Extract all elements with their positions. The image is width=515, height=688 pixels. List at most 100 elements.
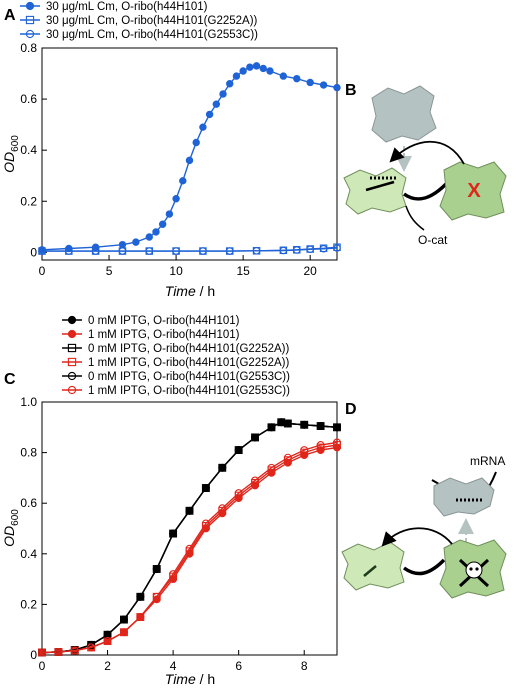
x-tick-label-c: 4 <box>170 659 177 673</box>
inhibit-x-mark: X <box>467 180 481 202</box>
y-tick-label-c: 0 <box>30 648 37 662</box>
data-point <box>218 504 227 513</box>
y-tick-label-c: 0.4 <box>20 547 37 561</box>
legend-marker <box>67 315 77 325</box>
data-point <box>232 72 241 80</box>
data-point <box>319 81 328 89</box>
data-point <box>145 247 154 255</box>
series-line <box>41 421 338 654</box>
data-point <box>333 83 341 92</box>
series-line <box>41 421 338 654</box>
data-point <box>185 544 194 553</box>
cell-right-b <box>439 161 507 221</box>
data-point <box>199 247 207 255</box>
diagram-b: O-cat X <box>343 85 507 247</box>
legend-label: 0 mM IPTG, O-ribo(h44H101) <box>88 315 240 327</box>
y-tick-label-a: 0 <box>30 245 37 259</box>
data-point <box>316 443 325 452</box>
legend-label: 1 mM IPTG, O-ribo(h44H101(G2553C)) <box>88 385 290 397</box>
plot-area-a <box>38 62 341 255</box>
data-point <box>54 648 63 656</box>
x-tick-label-a: 15 <box>236 264 250 278</box>
panel-label-c: C <box>4 371 16 388</box>
series-a-30-g-ml-cm-o-ribo-h44h101-g2553c <box>38 244 341 255</box>
legend-entry: 1 mM IPTG, O-ribo(h44H101) <box>62 329 240 341</box>
legend-label: 1 mM IPTG, O-ribo(h44H101(G2252A)) <box>88 357 289 369</box>
diagram-d: mRNA <box>341 454 507 599</box>
data-point <box>251 433 260 442</box>
panel-label-a: A <box>4 7 16 24</box>
series-a-30-g-ml-cm-o-ribo-h44h101 <box>38 62 341 254</box>
plot-area-c <box>38 418 341 657</box>
free-ribosome-d <box>433 477 495 517</box>
legend-marker <box>25 29 35 39</box>
data-point <box>283 419 292 428</box>
legend-marker <box>25 1 35 11</box>
y-tick-label-c: 0.6 <box>20 496 37 510</box>
data-point <box>293 246 301 254</box>
data-point <box>333 441 341 449</box>
data-point <box>169 529 178 538</box>
legend-marker <box>67 329 77 339</box>
data-point <box>65 247 73 255</box>
data-point <box>152 228 160 236</box>
y-axis-label-c: OD600 <box>1 509 21 547</box>
data-point <box>218 463 227 472</box>
data-point <box>300 420 309 429</box>
legend-entry: 30 μg/mL Cm, O-ribo(h44H101(G2252A)) <box>20 15 258 27</box>
connector-b <box>402 182 448 201</box>
legend-label: 1 mM IPTG, O-ribo(h44H101) <box>88 329 240 341</box>
data-point <box>118 240 127 249</box>
legend-label: 30 μg/mL Cm, O-ribo(h44H101(G2553C)) <box>46 29 258 41</box>
data-point <box>158 220 167 228</box>
ocat-label-b: O-cat <box>418 233 448 247</box>
curved-arrow-b <box>389 140 465 165</box>
data-point <box>239 67 247 75</box>
data-point <box>219 90 227 98</box>
data-point <box>87 643 96 652</box>
legend-entry: 30 μg/mL Cm, O-ribo(h44H101) <box>20 1 208 13</box>
data-point <box>259 64 267 73</box>
series-line <box>41 421 338 654</box>
data-point <box>267 463 276 472</box>
data-point <box>179 177 187 185</box>
data-point <box>306 78 314 87</box>
legend-entry: 0 mM IPTG, O-ribo(h44H101(G2252A)) <box>62 343 289 355</box>
data-point <box>277 418 286 427</box>
data-point <box>316 422 325 430</box>
data-point <box>300 448 309 457</box>
data-point <box>316 441 325 449</box>
data-point <box>38 648 46 657</box>
data-point <box>132 238 140 246</box>
legend-marker <box>67 343 77 353</box>
x-tick-label-a: 20 <box>304 264 318 278</box>
short-strand-d <box>363 565 377 577</box>
x-tick-label-a: 10 <box>169 264 183 278</box>
legend-entry: 0 mM IPTG, O-ribo(h44H101) <box>62 315 240 327</box>
ocat-line-b <box>405 205 425 231</box>
data-point <box>251 476 260 485</box>
axes-c: 0 2 4 6 8 0 0.2 0.4 0.6 0.8 1.0 <box>20 395 308 673</box>
legend-label: 30 μg/mL Cm, O-ribo(h44H101) <box>46 1 208 13</box>
legend-marker <box>67 385 77 395</box>
x-axis-label-c: Time / h <box>165 671 215 687</box>
panel-label-b: B <box>345 82 357 99</box>
cell-left-b <box>343 167 407 215</box>
y-axis-label-a: OD600 <box>1 135 21 173</box>
y-tick-label-a: 0.2 <box>20 194 37 208</box>
chart-a: 30 μg/mL Cm, O-ribo(h44H101) 30 μg/mL Cm,… <box>1 1 341 299</box>
data-point <box>118 247 127 255</box>
data-point <box>145 233 153 241</box>
legend-entry: 0 mM IPTG, O-ribo(h44H101(G2553C)) <box>62 371 290 383</box>
data-point <box>136 592 145 601</box>
data-point <box>333 244 341 252</box>
legend-marker <box>67 357 77 367</box>
curved-arrow-d <box>381 527 453 547</box>
bound-mrna-b <box>365 180 395 192</box>
legend-label: 30 μg/mL Cm, O-ribo(h44H101(G2252A)) <box>46 15 258 27</box>
skull-crossbones-icon <box>458 558 490 588</box>
series-line <box>41 441 338 654</box>
data-point <box>103 637 112 646</box>
free-ribosome-b <box>371 85 437 143</box>
